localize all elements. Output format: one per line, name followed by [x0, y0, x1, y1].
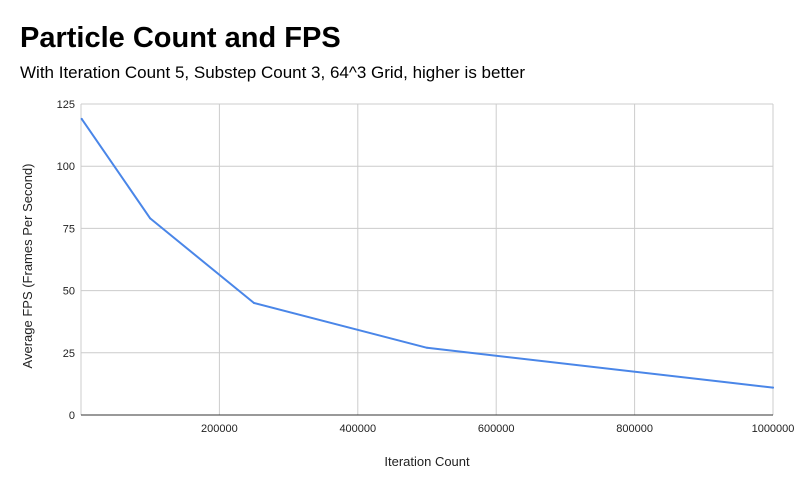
- series-layer: [80, 117, 774, 389]
- y-tick-label: 0: [69, 410, 75, 422]
- y-tick-label: 75: [63, 223, 75, 235]
- tick-labels: 0 25 50 75 100 125 200000 400000 600000 800000 100…: [57, 99, 795, 435]
- grid-lines: [80, 103, 774, 415]
- chart-title: Particle Count and FPS: [20, 22, 341, 54]
- y-tick-label: 100: [57, 161, 75, 173]
- data-point: [80, 117, 83, 120]
- x-axis-label: Iteration Count: [384, 454, 470, 469]
- y-tick-label: 125: [57, 99, 75, 111]
- data-point: [426, 346, 428, 349]
- y-tick-label: 25: [63, 348, 75, 360]
- data-point: [772, 386, 774, 389]
- y-tick-label: 50: [63, 286, 75, 298]
- data-point: [253, 302, 255, 304]
- x-tick-label: 800000: [616, 423, 653, 435]
- x-tick-label: 1000000: [752, 423, 795, 435]
- data-point: [149, 217, 152, 220]
- y-axis-label: Average FPS (Frames Per Second): [20, 164, 35, 369]
- x-tick-label: 200000: [201, 423, 238, 435]
- x-tick-label: 400000: [339, 423, 376, 435]
- x-tick-label: 600000: [478, 423, 515, 435]
- chart-subtitle: With Iteration Count 5, Substep Count 3,…: [20, 63, 525, 82]
